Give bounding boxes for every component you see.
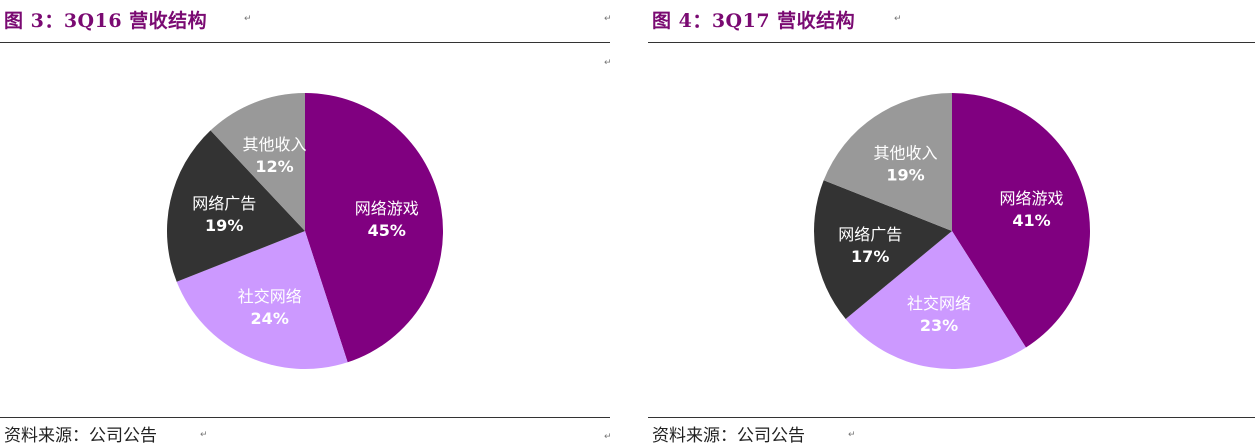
- slice-category-label: 其他收入: [242, 135, 306, 154]
- pie-slice-social-network: [845, 231, 1026, 369]
- bottom-rule: [648, 417, 1255, 418]
- slice-category-label: 网络广告: [838, 225, 902, 244]
- pie-slice-other-revenue: [823, 92, 952, 231]
- chart-title: 图 4：3Q17 营收结构: [652, 10, 856, 32]
- slice-percent-label: 19%: [205, 216, 243, 235]
- slice-percent-label: 24%: [251, 309, 289, 328]
- paragraph-mark-icon: ↵: [604, 14, 612, 24]
- chart-title: 图 3：3Q16 营收结构: [4, 10, 208, 32]
- source-note: 资料来源：公司公告: [652, 426, 805, 446]
- pie-slice-other-revenue: [210, 93, 305, 231]
- slice-percent-label: 41%: [1012, 211, 1050, 230]
- source-note: 资料来源：公司公告: [4, 426, 157, 446]
- slice-percent-label: 17%: [851, 247, 889, 266]
- slice-category-label: 其他收入: [873, 144, 937, 163]
- paragraph-mark-icon: ↵: [848, 430, 856, 440]
- slice-percent-label: 45%: [368, 221, 406, 240]
- slice-category-label: 社交网络: [238, 287, 302, 306]
- pie-chart-3q16: 网络游戏 45% 社交网络 24% 网络广告 19% 其他收入 12%: [166, 93, 444, 370]
- slice-percent-label: 19%: [886, 166, 924, 185]
- paragraph-mark-icon: ↵: [200, 430, 208, 440]
- pie-slice-online-games: [952, 93, 1091, 348]
- chart-panel-3q17: 图 4：3Q17 营收结构 网络游戏 41% 社交网络 23% 网络广告 17% 其他收入 1…: [648, 0, 1255, 446]
- pie-slice-online-games: [305, 93, 444, 363]
- paragraph-mark-icon: ↵: [244, 14, 252, 24]
- slice-category-label: 网络游戏: [355, 199, 419, 218]
- pie-chart-3q17: 网络游戏 41% 社交网络 23% 网络广告 17% 其他收入 19%: [814, 92, 1091, 369]
- slice-category-label: 网络广告: [192, 194, 256, 213]
- bottom-rule: [0, 417, 610, 418]
- pie-slice-social-network: [176, 231, 348, 370]
- slice-percent-label: 12%: [255, 157, 293, 176]
- top-rule: [0, 42, 610, 43]
- chart-panel-3q16: 图 3：3Q16 营收结构 网络游戏 45% 社交网络 24% 网络广告 19% 其他收入 1…: [0, 0, 612, 446]
- pie-slice-online-ads: [814, 180, 952, 319]
- paragraph-mark-icon: ↵: [604, 432, 612, 442]
- paragraph-mark-icon: ↵: [604, 58, 612, 68]
- slice-percent-label: 23%: [920, 316, 958, 335]
- top-rule: [648, 42, 1255, 43]
- slice-category-label: 网络游戏: [999, 189, 1063, 208]
- slice-category-label: 社交网络: [907, 294, 971, 313]
- pie-slice-online-ads: [166, 130, 305, 282]
- paragraph-mark-icon: ↵: [894, 14, 902, 24]
